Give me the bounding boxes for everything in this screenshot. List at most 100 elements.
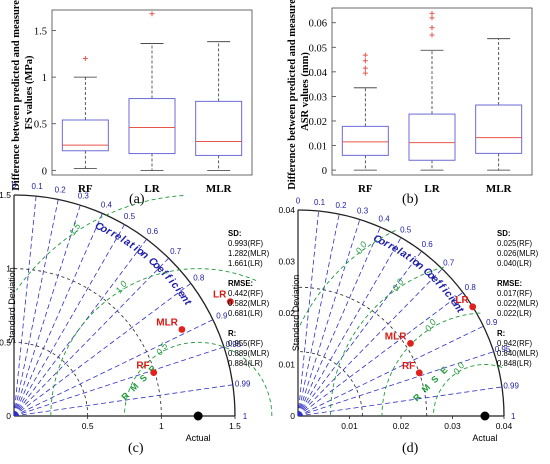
- x-tick-label-d: 0.02: [393, 421, 410, 431]
- corr-title-char-c: t: [127, 239, 137, 251]
- corr-line-d: [297, 214, 340, 417]
- corr-title-char-d: i: [407, 254, 417, 266]
- sd-arc-d: [297, 286, 428, 417]
- rmse-label-c: 1.5: [67, 221, 83, 238]
- outer-arc-d: [297, 209, 505, 417]
- corr-line-c: [13, 283, 192, 417]
- outlier-RF: [362, 65, 368, 71]
- stats-line-c: SD:: [228, 229, 241, 238]
- stats-line-d: 0.840(MLR): [497, 349, 539, 358]
- x-tick-label-d: 0.01: [341, 421, 358, 431]
- model-point-MLR: [407, 339, 414, 347]
- rmse-arc-d: [432, 364, 503, 417]
- rmse-label-d: 0.0: [354, 240, 369, 256]
- x-tick-label-c: 0.5: [82, 421, 94, 431]
- corr-title-char-c: o: [98, 222, 110, 236]
- corr-title-char-c: l: [118, 234, 128, 246]
- corr-label-c: 0.1: [32, 182, 44, 191]
- corr-title-char-d: o: [376, 235, 388, 249]
- sd-arc-d: [297, 351, 363, 417]
- corr-title-char-d: l: [395, 245, 405, 257]
- corr-title-char-c: e: [175, 288, 188, 300]
- sd-arc-c: [13, 268, 162, 417]
- corr-title-char-c: f: [162, 272, 174, 284]
- corr-label-d: 1: [511, 412, 516, 421]
- stats-line-c: 0.955(RF): [228, 339, 264, 348]
- corr-label-d: 0.2: [335, 201, 347, 210]
- caption-a: (a): [129, 192, 145, 207]
- y-tick-label-d: 0.03: [278, 257, 295, 267]
- box-LR: [408, 113, 456, 161]
- stats-line-c: 0.993(RF): [228, 239, 264, 248]
- corr-label-c: 0: [12, 181, 17, 190]
- y-tick-label-d: 0: [290, 411, 295, 421]
- stats-line-c: RMSE:: [228, 279, 253, 288]
- corr-label-c: 0.9: [216, 311, 228, 320]
- y-axis-title-b: ASR values (mm): [300, 52, 311, 131]
- corr-title-char-d: r: [386, 240, 396, 253]
- x-tick-label-c: 1: [159, 421, 164, 431]
- x-axis-title-d: Actual: [472, 433, 497, 443]
- corr-label-d: 0.7: [443, 258, 455, 267]
- model-point-LR: [469, 303, 477, 311]
- corr-title-char-d: e: [448, 296, 461, 308]
- caption-d: (d): [402, 441, 419, 456]
- x-tick-label-a: MLR: [206, 183, 233, 195]
- y-tick-label-c: 1: [6, 264, 11, 274]
- outlier-LR: [429, 10, 435, 16]
- y-tick-label-a: 0: [42, 166, 47, 177]
- corr-line-d: [297, 268, 443, 417]
- rmse-label-d: 0.0: [451, 361, 466, 377]
- corr-label-d: 0.99: [503, 382, 519, 391]
- rmse-title-char-c: M: [128, 381, 140, 393]
- corr-line-d: [297, 292, 464, 417]
- model-label-MLR: MLR: [385, 331, 407, 342]
- corr-label-c: 0.4: [101, 200, 113, 209]
- corr-title-char-d: i: [446, 293, 458, 303]
- caption-b: (b): [402, 192, 419, 207]
- stats-line-d: 0.026(MLR): [497, 249, 539, 258]
- outlier-LR: [149, 11, 155, 17]
- x-tick-label-a: LR: [144, 183, 160, 195]
- corr-title-char-c: i: [166, 276, 178, 287]
- stats-line-c: 0.681(LR): [228, 309, 263, 318]
- y-tick-label-b: 0.05: [309, 43, 327, 54]
- rmse-title-char-d: R: [411, 391, 423, 403]
- corr-title-char-c: f: [159, 268, 171, 280]
- box-MLR: [195, 100, 243, 156]
- stats-line-d: 0.848(LR): [497, 359, 532, 368]
- x-tick-label-b: MLR: [486, 183, 513, 195]
- corr-line-d: [297, 325, 484, 417]
- corr-title-char-c: i: [173, 285, 185, 295]
- x-tick-label-a: RF: [78, 183, 93, 195]
- corr-label-d: 0.1: [314, 198, 326, 207]
- y-tick-label-a: 1: [42, 73, 47, 84]
- y-tick-label-c: 1.5: [0, 190, 11, 200]
- stats-line-d: RMSE:: [497, 279, 522, 288]
- y-tick-label-d: 0.01: [278, 360, 295, 370]
- x-tick-label-c: 1.5: [229, 421, 241, 431]
- y-axis-title-d: Standard Deviation: [291, 275, 301, 352]
- box-LR: [128, 98, 176, 155]
- outlier-RF: [362, 70, 368, 76]
- model-label-MLR: MLR: [156, 318, 178, 329]
- y-tick-label-a: 0.5: [34, 120, 47, 131]
- corr-title-char-d: a: [398, 247, 410, 260]
- rmse-arc-c: [124, 341, 273, 417]
- corr-label-d: 0.5: [400, 226, 412, 235]
- corr-line-d: [297, 219, 361, 417]
- corr-title-char-d: f: [433, 277, 445, 289]
- corr-label-c: 0.3: [78, 192, 90, 201]
- rmse-arc-d: [298, 229, 396, 327]
- rmse-label-d: 0.0: [423, 317, 438, 333]
- stats-line-d: 0.022(LR): [497, 309, 532, 318]
- rmse-title-char-d: M: [420, 382, 432, 394]
- corr-label-d: 0.9: [486, 318, 498, 327]
- corr-title-char-d: t: [454, 305, 466, 315]
- corr-line-c: [13, 205, 81, 417]
- model-point-RF: [150, 369, 158, 377]
- rmse-arc-d: [329, 266, 444, 417]
- x-tick-label-d: 0.04: [496, 421, 513, 431]
- y-tick-label-c: 0.5: [0, 337, 11, 347]
